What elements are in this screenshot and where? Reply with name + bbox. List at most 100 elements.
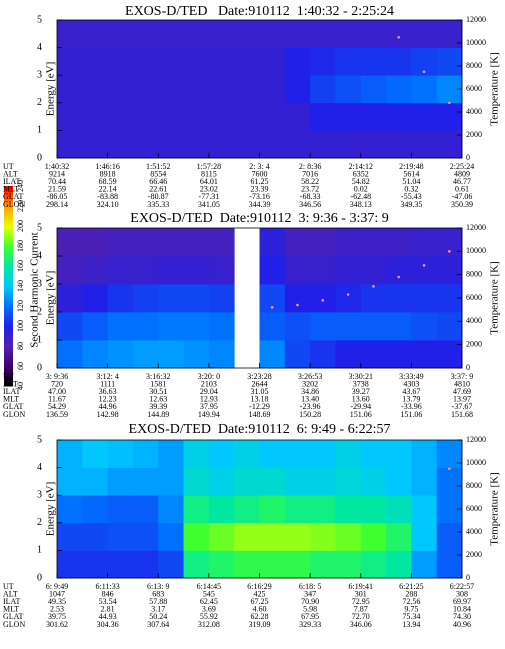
table-cell: 6:21:25 — [399, 582, 423, 591]
table-cell: 0.32 — [404, 185, 418, 194]
colorbar-strip — [4, 348, 13, 351]
heatmap-cell — [360, 256, 387, 285]
table-cell: 23.72 — [301, 185, 319, 194]
heatmap-cell — [411, 340, 438, 369]
heatmap-cell — [234, 47, 260, 76]
heatmap-cell — [82, 256, 109, 285]
table-row-label: ALT — [3, 169, 18, 178]
heatmap-cell — [234, 75, 260, 104]
heatmap-cell — [107, 20, 134, 48]
table-cell: 21.59 — [48, 185, 66, 194]
heatmap-cell — [386, 440, 412, 468]
heatmap-cell — [386, 47, 412, 76]
colorbar-tick-label: 240 — [16, 180, 25, 192]
colorbar-strip — [4, 282, 13, 285]
table-cell: 40.96 — [453, 620, 471, 629]
table-cell: 70.90 — [301, 597, 319, 606]
heatmap-cell — [132, 440, 159, 468]
table-cell: 2:25:24 — [450, 162, 474, 171]
colorbar-strip — [4, 280, 13, 283]
heatmap-cell — [234, 20, 260, 48]
colorbar-strip — [4, 288, 13, 291]
table-cell: 3:33:49 — [399, 372, 423, 381]
y2-tick-label: 2000 — [466, 550, 482, 559]
heatmap-cell — [386, 20, 412, 48]
heatmap-cell — [436, 130, 463, 159]
heatmap-cell — [411, 75, 438, 104]
table-cell: 3:26:53 — [298, 372, 322, 381]
y-axis-label: Energy [eV] — [45, 62, 57, 116]
table-row-label: ILAT — [3, 387, 20, 396]
table-cell: 2:14:12 — [349, 162, 373, 171]
table-cell: 3:23:28 — [247, 372, 271, 381]
panel-title: EXOS-D/TED Date:910112 1:40:32 - 2:25:24 — [125, 4, 394, 19]
heatmap-cell — [284, 340, 311, 369]
table-cell: 6:16:29 — [247, 582, 271, 591]
heatmap-cell — [208, 256, 235, 285]
heatmap-cell — [57, 495, 83, 524]
colorbar-strip — [4, 250, 13, 253]
colorbar-strip — [4, 336, 13, 339]
table-cell: 13.18 — [251, 395, 269, 404]
colorbar-strip — [4, 240, 13, 243]
colorbar-strip — [4, 270, 13, 273]
heatmap-cell — [132, 228, 159, 257]
colorbar-strip — [4, 298, 13, 301]
colorbar-strip — [4, 338, 13, 341]
heatmap-cell — [132, 102, 159, 131]
table-cell: 58.22 — [301, 177, 319, 186]
y2-axis-label: Temperature [K] — [489, 261, 501, 334]
colorbar-strip — [4, 366, 13, 369]
heatmap-cell — [284, 130, 311, 159]
colorbar-strip — [4, 274, 13, 277]
table-cell: -55.43 — [401, 192, 422, 201]
table-cell: 4.60 — [253, 605, 267, 614]
heatmap-cell — [57, 130, 83, 159]
heatmap-cell — [132, 130, 159, 159]
heatmap-cell — [411, 284, 438, 313]
table-cell: 846 — [102, 589, 114, 598]
colorbar-strip — [4, 340, 13, 343]
heatmap-cell — [360, 312, 387, 341]
heatmap-cell — [158, 550, 184, 579]
table-cell: 5614 — [403, 169, 419, 178]
table-cell: 3:20: 0 — [198, 372, 220, 381]
colorbar-strip — [4, 194, 13, 197]
heatmap-cell — [57, 467, 83, 496]
heatmap-cell — [386, 312, 412, 341]
heatmap-cell — [57, 440, 83, 468]
table-cell: -80.87 — [148, 192, 169, 201]
colorbar-strip — [4, 262, 13, 265]
heatmap-cell — [82, 522, 109, 551]
heatmap-cell — [107, 102, 134, 131]
heatmap-cell — [335, 75, 362, 104]
table-cell: 347 — [304, 589, 316, 598]
heatmap-cell — [335, 130, 362, 159]
heatmap-cell — [234, 440, 260, 468]
table-cell: -73.16 — [249, 192, 270, 201]
heatmap-cell — [310, 550, 336, 579]
heatmap-cell — [436, 312, 463, 341]
heatmap-cell — [132, 340, 159, 369]
heatmap-cell — [335, 467, 362, 496]
table-cell: 0.02 — [354, 185, 368, 194]
colorbar-strip — [4, 304, 13, 307]
heatmap-cell — [386, 130, 412, 159]
heatmap-cell — [107, 47, 134, 76]
heatmap-cell — [208, 102, 235, 131]
colorbar-strip — [4, 198, 13, 201]
table-cell: -33.96 — [401, 402, 422, 411]
heatmap-cell — [234, 550, 260, 579]
colorbar-strip — [4, 370, 13, 373]
table-cell: 3:37: 9 — [451, 372, 473, 381]
temperature-point — [346, 293, 350, 296]
y-tick-label: 2 — [37, 97, 42, 108]
colorbar-strip — [4, 382, 13, 385]
heatmap-cell — [386, 75, 412, 104]
table-cell: -47.06 — [452, 192, 473, 201]
heatmap-cell — [259, 467, 286, 496]
table-cell: 12.63 — [149, 395, 167, 404]
colorbar-strip — [4, 310, 13, 313]
heatmap-cell — [310, 20, 336, 48]
table-cell: -23.96 — [300, 402, 321, 411]
